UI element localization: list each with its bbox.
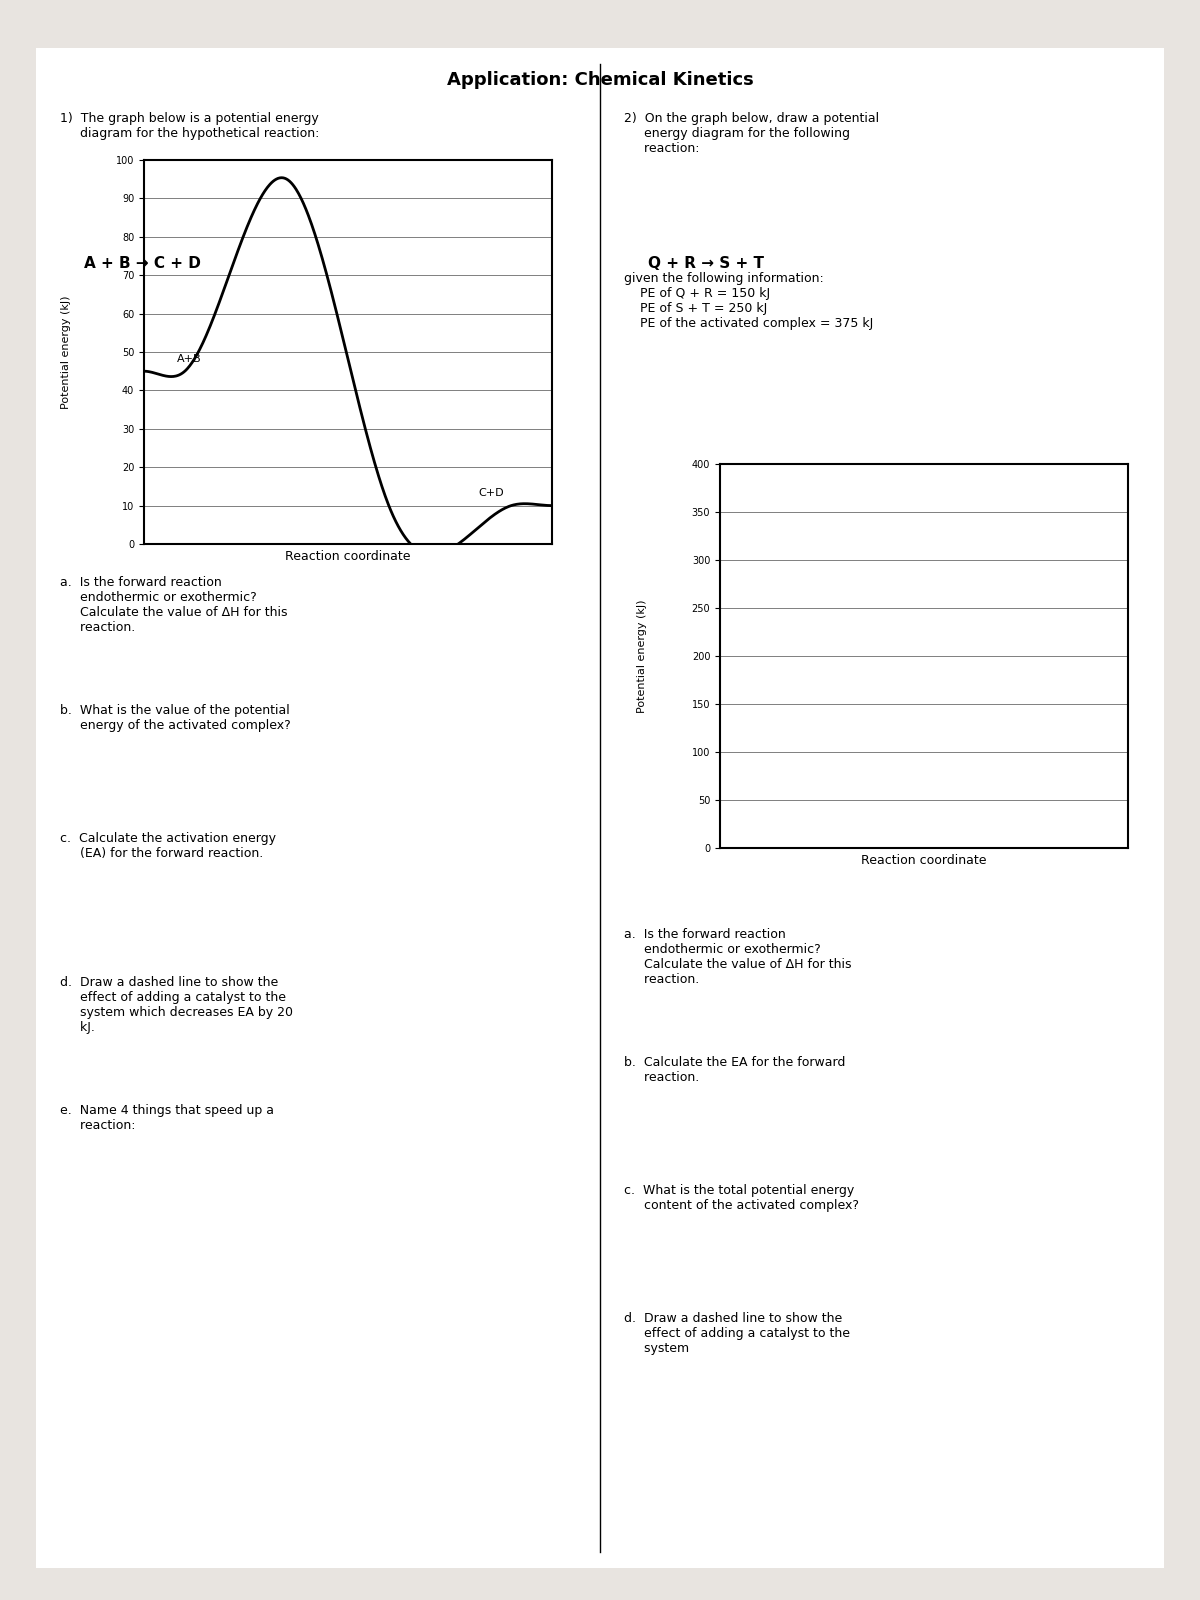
Y-axis label: Potential energy (kJ): Potential energy (kJ) (60, 296, 71, 408)
Text: A+B: A+B (176, 354, 202, 363)
Text: b.  What is the value of the potential
     energy of the activated complex?: b. What is the value of the potential en… (60, 704, 290, 731)
Text: 2)  On the graph below, draw a potential
     energy diagram for the following
 : 2) On the graph below, draw a potential … (624, 112, 880, 155)
Y-axis label: Potential energy (kJ): Potential energy (kJ) (636, 600, 647, 712)
Text: e.  Name 4 things that speed up a
     reaction:: e. Name 4 things that speed up a reactio… (60, 1104, 274, 1133)
Text: c.  Calculate the activation energy
     (EA) for the forward reaction.: c. Calculate the activation energy (EA) … (60, 832, 276, 859)
Text: c.  What is the total potential energy
     content of the activated complex?: c. What is the total potential energy co… (624, 1184, 859, 1213)
Text: b.  Calculate the EA for the forward
     reaction.: b. Calculate the EA for the forward reac… (624, 1056, 845, 1085)
Text: A + B → C + D: A + B → C + D (84, 256, 200, 272)
Text: 1)  The graph below is a potential energy
     diagram for the hypothetical reac: 1) The graph below is a potential energy… (60, 112, 319, 141)
Text: Application: Chemical Kinetics: Application: Chemical Kinetics (446, 70, 754, 90)
Text: d.  Draw a dashed line to show the
     effect of adding a catalyst to the
     : d. Draw a dashed line to show the effect… (60, 976, 293, 1034)
X-axis label: Reaction coordinate: Reaction coordinate (862, 853, 986, 867)
Text: given the following information:
    PE of Q + R = 150 kJ
    PE of S + T = 250 : given the following information: PE of Q… (624, 272, 874, 330)
Text: a.  Is the forward reaction
     endothermic or exothermic?
     Calculate the v: a. Is the forward reaction endothermic o… (60, 576, 288, 634)
X-axis label: Reaction coordinate: Reaction coordinate (286, 549, 410, 563)
Text: C+D: C+D (479, 488, 504, 498)
Text: Q + R → S + T: Q + R → S + T (648, 256, 764, 272)
Text: a.  Is the forward reaction
     endothermic or exothermic?
     Calculate the v: a. Is the forward reaction endothermic o… (624, 928, 852, 986)
Text: d.  Draw a dashed line to show the
     effect of adding a catalyst to the
     : d. Draw a dashed line to show the effect… (624, 1312, 850, 1355)
